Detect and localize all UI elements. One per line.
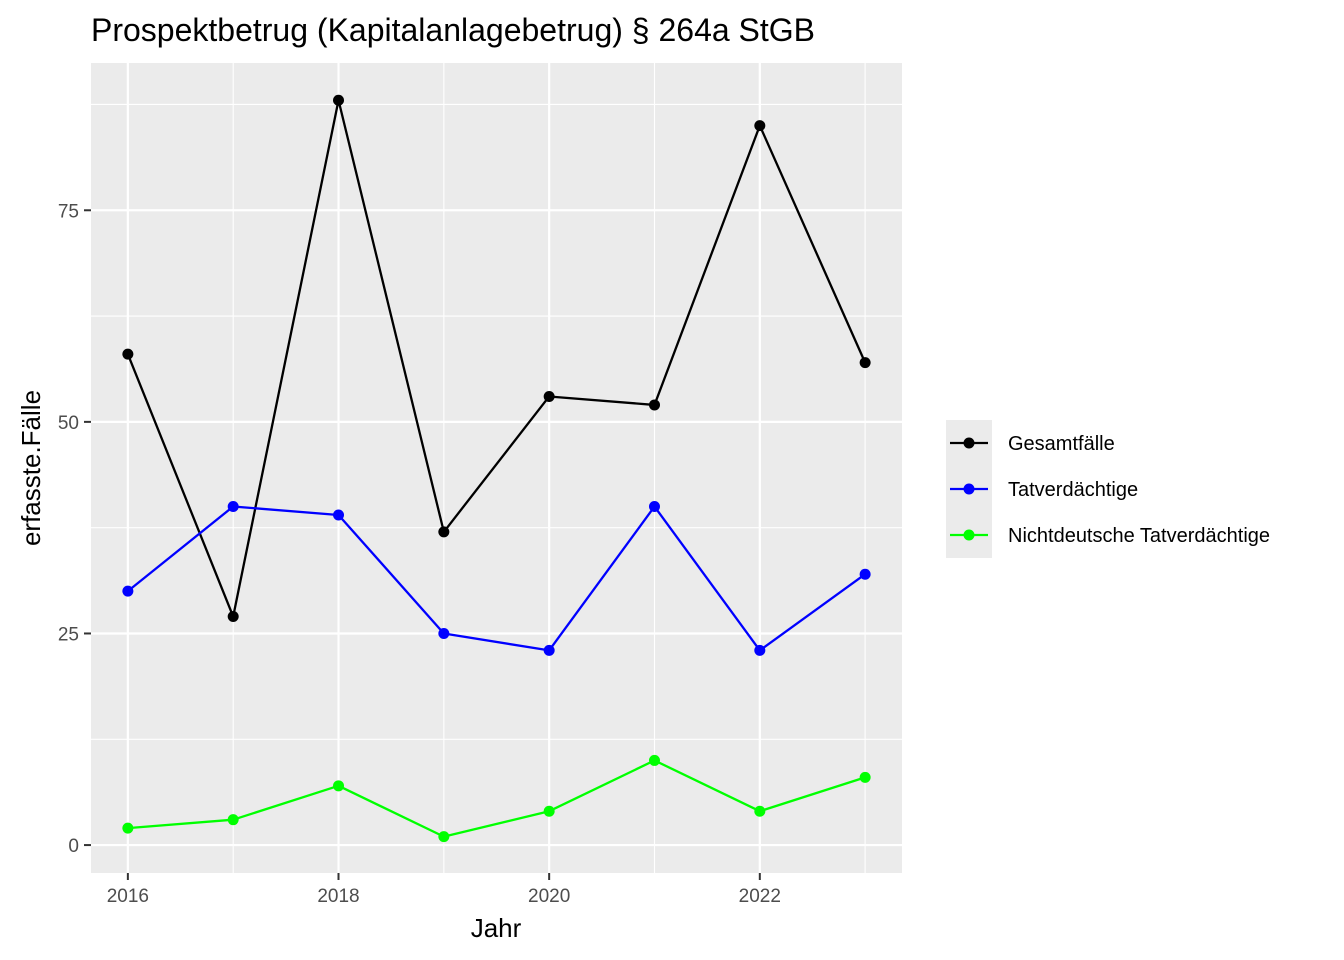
data-point xyxy=(438,526,450,538)
series-layer xyxy=(122,94,871,843)
data-point xyxy=(859,771,871,783)
data-point xyxy=(122,585,134,597)
y-axis: 0 25 50 75 xyxy=(58,201,91,857)
data-point xyxy=(227,501,239,513)
legend-label: Nichtdeutsche Tatverdächtige xyxy=(1008,525,1270,547)
series-line-0 xyxy=(126,99,867,618)
data-point xyxy=(333,509,345,521)
data-point xyxy=(648,399,660,411)
x-axis-title: Jahr xyxy=(471,913,522,943)
data-point xyxy=(333,780,345,792)
legend: Gesamtfälle Tatverdächtige Nichtdeutsche T… xyxy=(946,420,1270,558)
data-point xyxy=(438,831,450,843)
x-tick-label: 2022 xyxy=(739,886,781,907)
plot-panel xyxy=(91,63,902,873)
y-tick-label: 0 xyxy=(68,836,79,857)
x-tick-label: 2016 xyxy=(107,886,149,907)
data-point xyxy=(543,644,555,656)
legend-key-point xyxy=(963,529,975,541)
data-point xyxy=(122,822,134,834)
data-point xyxy=(754,805,766,817)
chart-title: Prospektbetrug (Kapitalanlagebetrug) § 2… xyxy=(91,12,815,48)
y-tick-label: 75 xyxy=(58,201,79,222)
x-tick-label: 2020 xyxy=(528,886,570,907)
legend-key-point xyxy=(963,483,975,495)
data-point xyxy=(754,120,766,132)
y-axis-title: erfasste.Fälle xyxy=(16,390,46,546)
series-line-1 xyxy=(127,505,866,652)
grid-major xyxy=(91,63,902,873)
x-tick-label: 2018 xyxy=(317,886,359,907)
data-point xyxy=(438,627,450,639)
data-point xyxy=(543,390,555,402)
data-point xyxy=(543,805,555,817)
data-point xyxy=(859,568,871,580)
legend-label: Gesamtfälle xyxy=(1008,433,1115,455)
data-point xyxy=(648,501,660,513)
data-point xyxy=(648,754,660,766)
series-line-2 xyxy=(127,759,866,838)
x-axis: 2016 2018 2020 2022 xyxy=(107,873,781,907)
y-tick-label: 25 xyxy=(58,624,79,645)
data-point xyxy=(122,348,134,360)
legend-label: Tatverdächtige xyxy=(1008,479,1138,501)
data-point xyxy=(754,644,766,656)
data-point xyxy=(227,611,239,623)
grid-minor xyxy=(91,63,902,873)
data-point xyxy=(227,814,239,826)
legend-key-point xyxy=(963,437,975,449)
data-point xyxy=(859,357,871,369)
data-point xyxy=(333,94,345,106)
y-tick-label: 50 xyxy=(58,413,79,434)
